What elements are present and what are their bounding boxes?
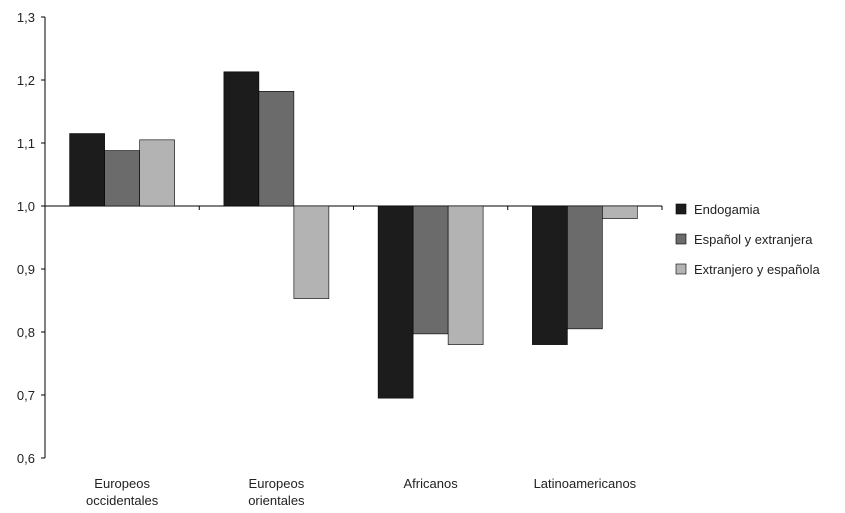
bar	[602, 205, 638, 219]
y-tick-label: 0,8	[17, 325, 35, 340]
legend-label: Español y extranjera	[694, 232, 813, 247]
y-tick-label: 0,9	[17, 262, 35, 277]
bar	[293, 205, 330, 299]
legend: Endogamia Español y extranjera Extranjero …	[675, 202, 821, 277]
y-tick-label: 0,7	[17, 388, 35, 403]
legend-label: Endogamia	[694, 202, 761, 217]
x-tick-label: orientales	[248, 493, 305, 508]
x-tick-label: occidentales	[86, 493, 159, 508]
bar	[223, 71, 260, 207]
y-tick-label: 1,1	[17, 136, 35, 151]
bar	[258, 91, 295, 207]
bar	[532, 205, 568, 345]
x-tick-label: Latinoamericanos	[534, 476, 637, 491]
x-tick-label: Europeos	[94, 476, 150, 491]
y-tick-label: 1,0	[17, 199, 35, 214]
y-tick-label: 0,6	[17, 451, 35, 466]
bar	[104, 150, 140, 207]
y-tick-label: 1,2	[17, 73, 35, 88]
bar	[412, 205, 449, 335]
bar	[567, 205, 603, 330]
y-tick-label: 1,3	[17, 10, 35, 25]
x-tick-label: Africanos	[404, 476, 459, 491]
bar	[447, 205, 484, 345]
bars	[69, 71, 638, 399]
legend-swatch	[675, 203, 687, 215]
bar	[377, 205, 414, 399]
legend-swatch	[675, 233, 687, 245]
legend-swatch	[675, 263, 687, 275]
legend-label: Extranjero y española	[694, 262, 821, 277]
x-tick-label: Europeos	[249, 476, 305, 491]
bar	[69, 133, 105, 207]
bar	[139, 139, 175, 207]
labels: 1,3 1,2 1,1 1,0 0,9 0,8 0,7 0,6 Europeos occident…	[17, 10, 637, 508]
